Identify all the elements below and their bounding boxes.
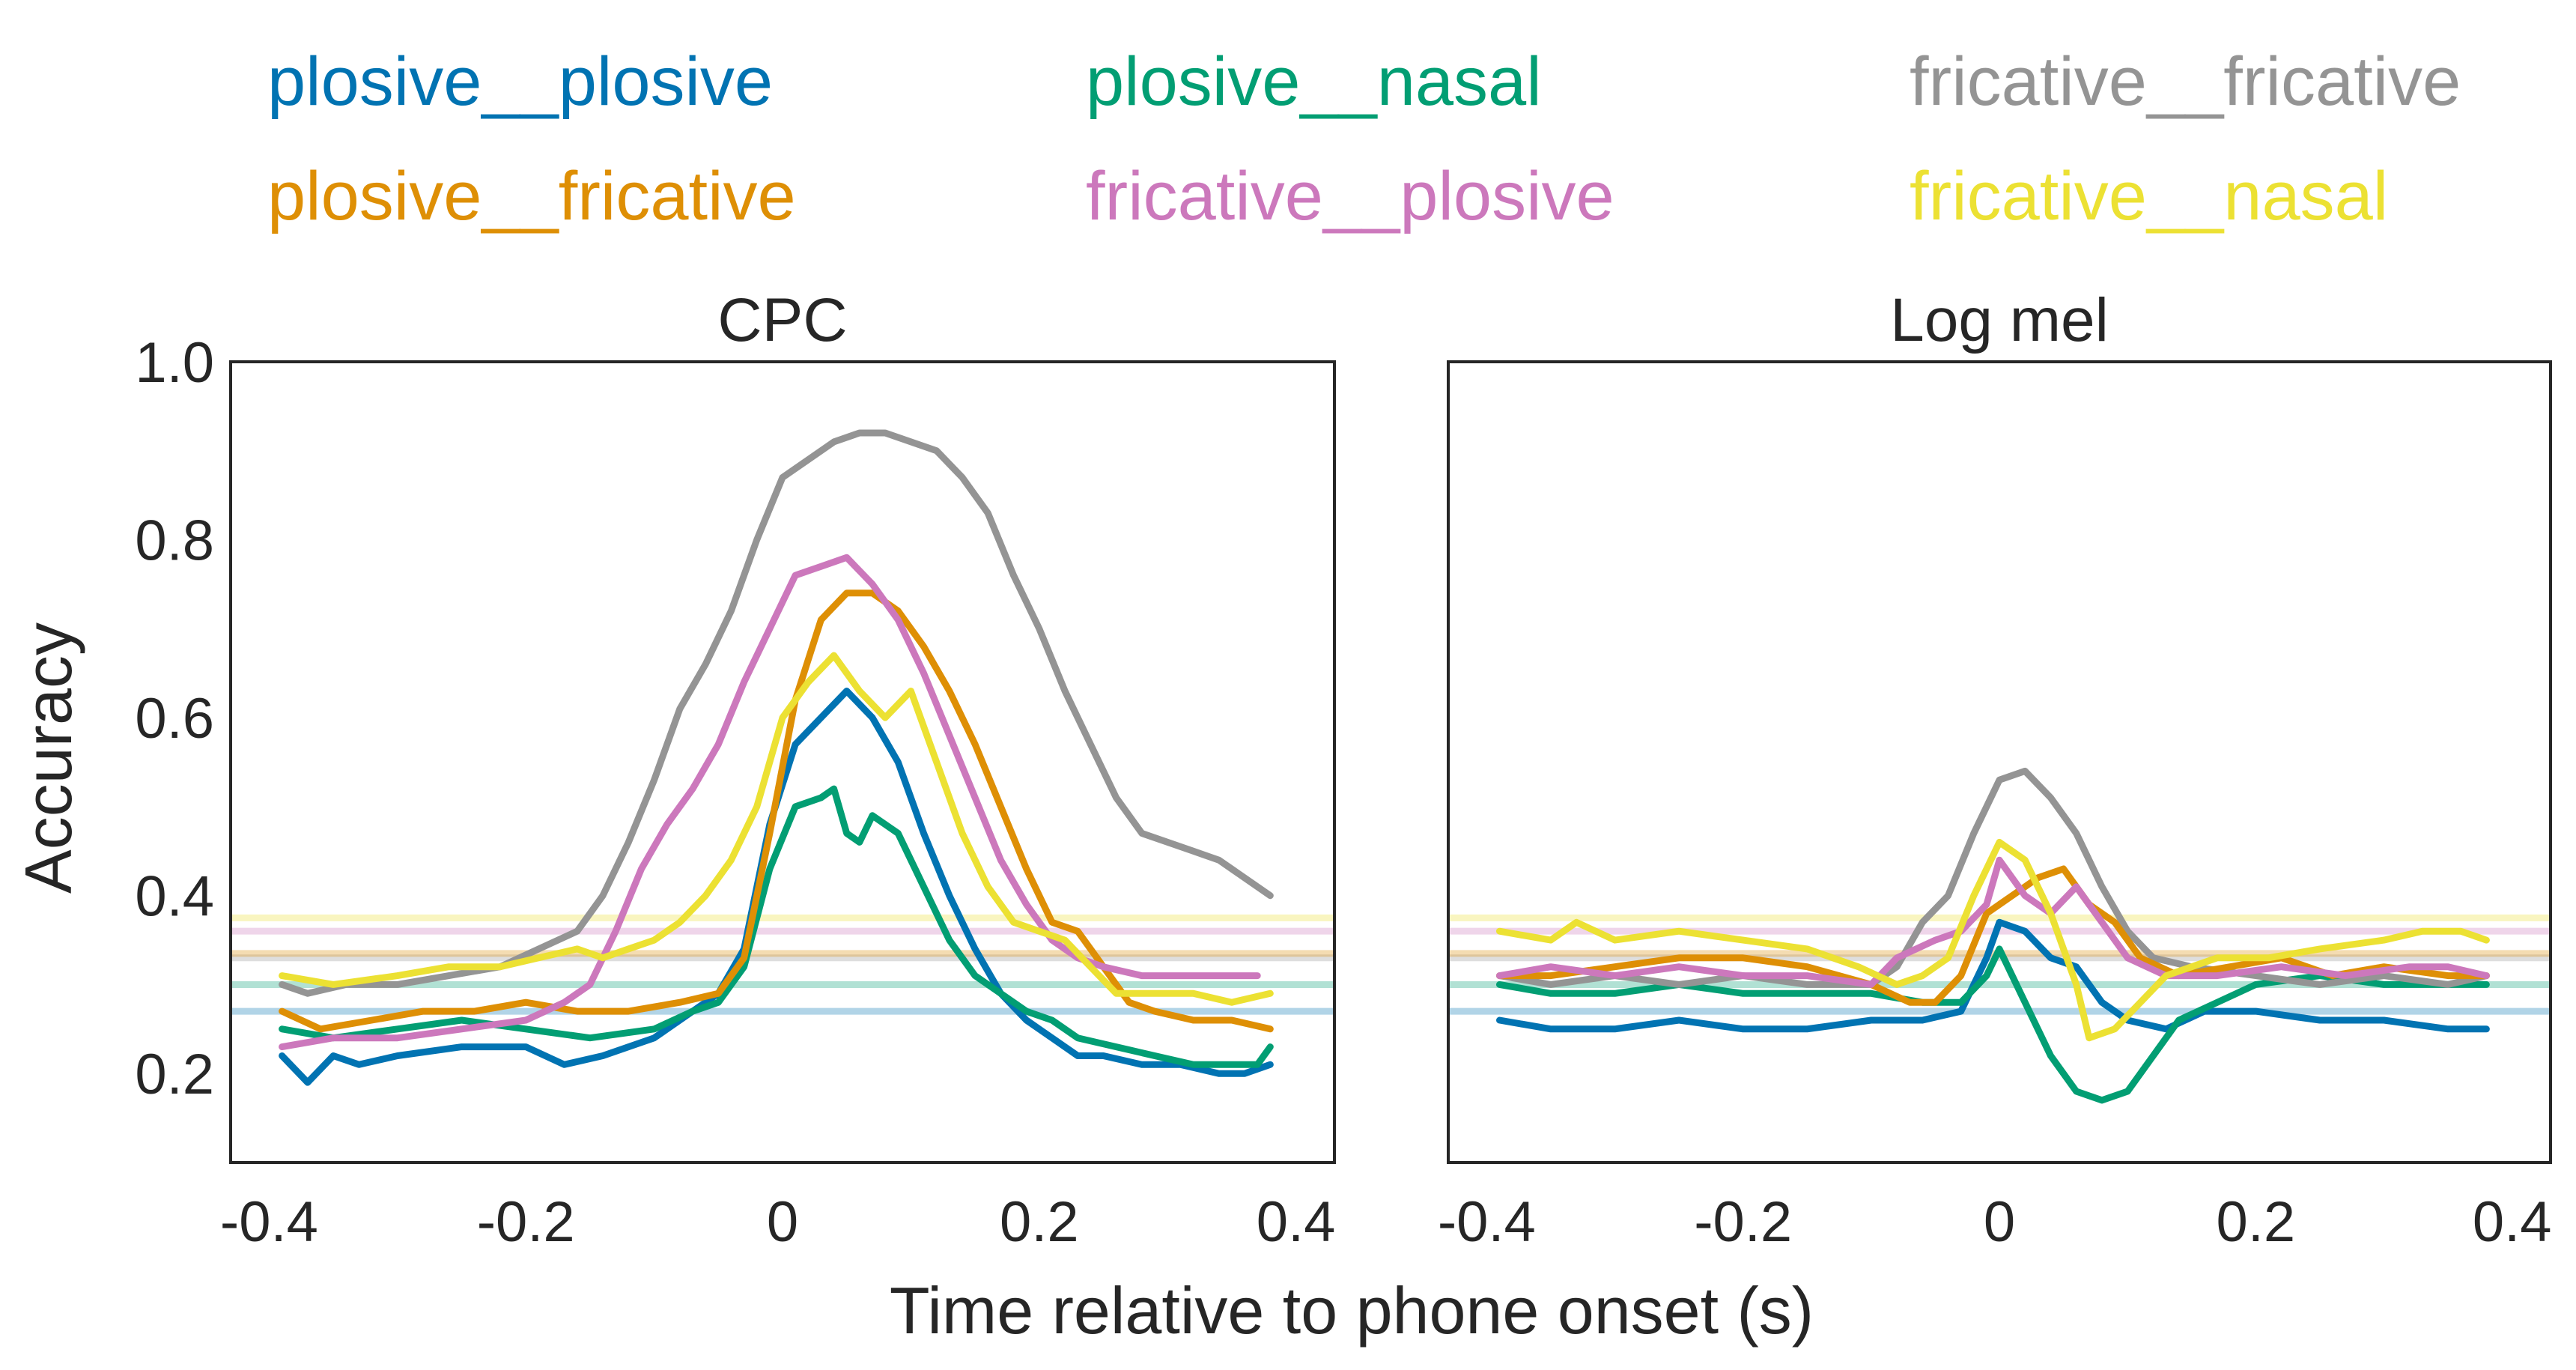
legend: plosive__plosive plosive__nasal fricative_… — [267, 43, 2461, 234]
series-line-fricative-nasal — [1496, 838, 2490, 1042]
series-line-plosive-plosive — [1496, 918, 2490, 1033]
y-tick-label: 1.0 — [135, 331, 214, 395]
legend-entry-plosive-nasal: plosive__nasal — [1086, 43, 1542, 120]
y-tick-label: 0.8 — [135, 509, 214, 573]
x-tick-label: 0.2 — [2216, 1190, 2295, 1254]
x-tick-label: 0 — [1984, 1190, 2015, 1254]
y-tick-label: 0.4 — [135, 865, 214, 929]
series-group-cpc — [279, 429, 1274, 1086]
series-group-log-mel — [1496, 767, 2490, 1104]
series-line-plosive-nasal — [279, 785, 1274, 1068]
y-tick-label: 0.2 — [135, 1043, 214, 1106]
chance-lines-cpc — [231, 914, 1334, 1015]
plot-frame-cpc — [229, 360, 1336, 1164]
panel-title-cpc: CPC — [717, 286, 847, 354]
legend-entry-fricative-nasal: fricative__nasal — [1910, 158, 2388, 234]
series-line-fricative-fricative — [279, 429, 1274, 997]
series-line-fricative-nasal — [279, 652, 1274, 1006]
legend-entry-plosive-plosive: plosive__plosive — [267, 43, 773, 120]
x-axis-label: Time relative to phone onset (s) — [890, 1273, 1814, 1348]
x-tick-label: -0.4 — [1438, 1190, 1536, 1254]
x-tick-label: 0.2 — [1000, 1190, 1079, 1254]
x-tick-label: 0.4 — [2473, 1190, 2552, 1254]
x-tick-label: -0.2 — [477, 1190, 575, 1254]
panel-cpc: CPC -0.4 -0.2 0 0.2 0.4 0.2 0.4 0.6 0.8 1.0 — [135, 286, 1336, 1254]
series-line-plosive-fricative — [1496, 865, 2490, 1006]
y-tick-label: 0.6 — [135, 687, 214, 751]
legend-entry-fricative-plosive: fricative__plosive — [1086, 158, 1614, 234]
x-tick-label: 0.4 — [1257, 1190, 1336, 1254]
x-tick-label: 0 — [767, 1190, 798, 1254]
plot-frame-log-mel — [1447, 360, 2552, 1164]
legend-entry-plosive-fricative: plosive__fricative — [267, 158, 796, 234]
x-tick-label: -0.2 — [1694, 1190, 1792, 1254]
panel-log-mel: Log mel -0.4 -0.2 0 0.2 0.4 — [1438, 286, 2552, 1254]
series-line-plosive-fricative — [279, 589, 1274, 1033]
panel-title-log-mel: Log mel — [1890, 286, 2109, 354]
series-line-fricative-plosive — [1496, 856, 2490, 988]
series-line-plosive-nasal — [1496, 945, 2490, 1104]
series-line-plosive-plosive — [279, 688, 1274, 1086]
chance-lines-log-mel — [1448, 914, 2551, 1015]
x-tick-label: -0.4 — [220, 1190, 318, 1254]
legend-entry-fricative-fricative: fricative__fricative — [1910, 43, 2461, 120]
y-axis-label: Accuracy — [11, 622, 85, 894]
